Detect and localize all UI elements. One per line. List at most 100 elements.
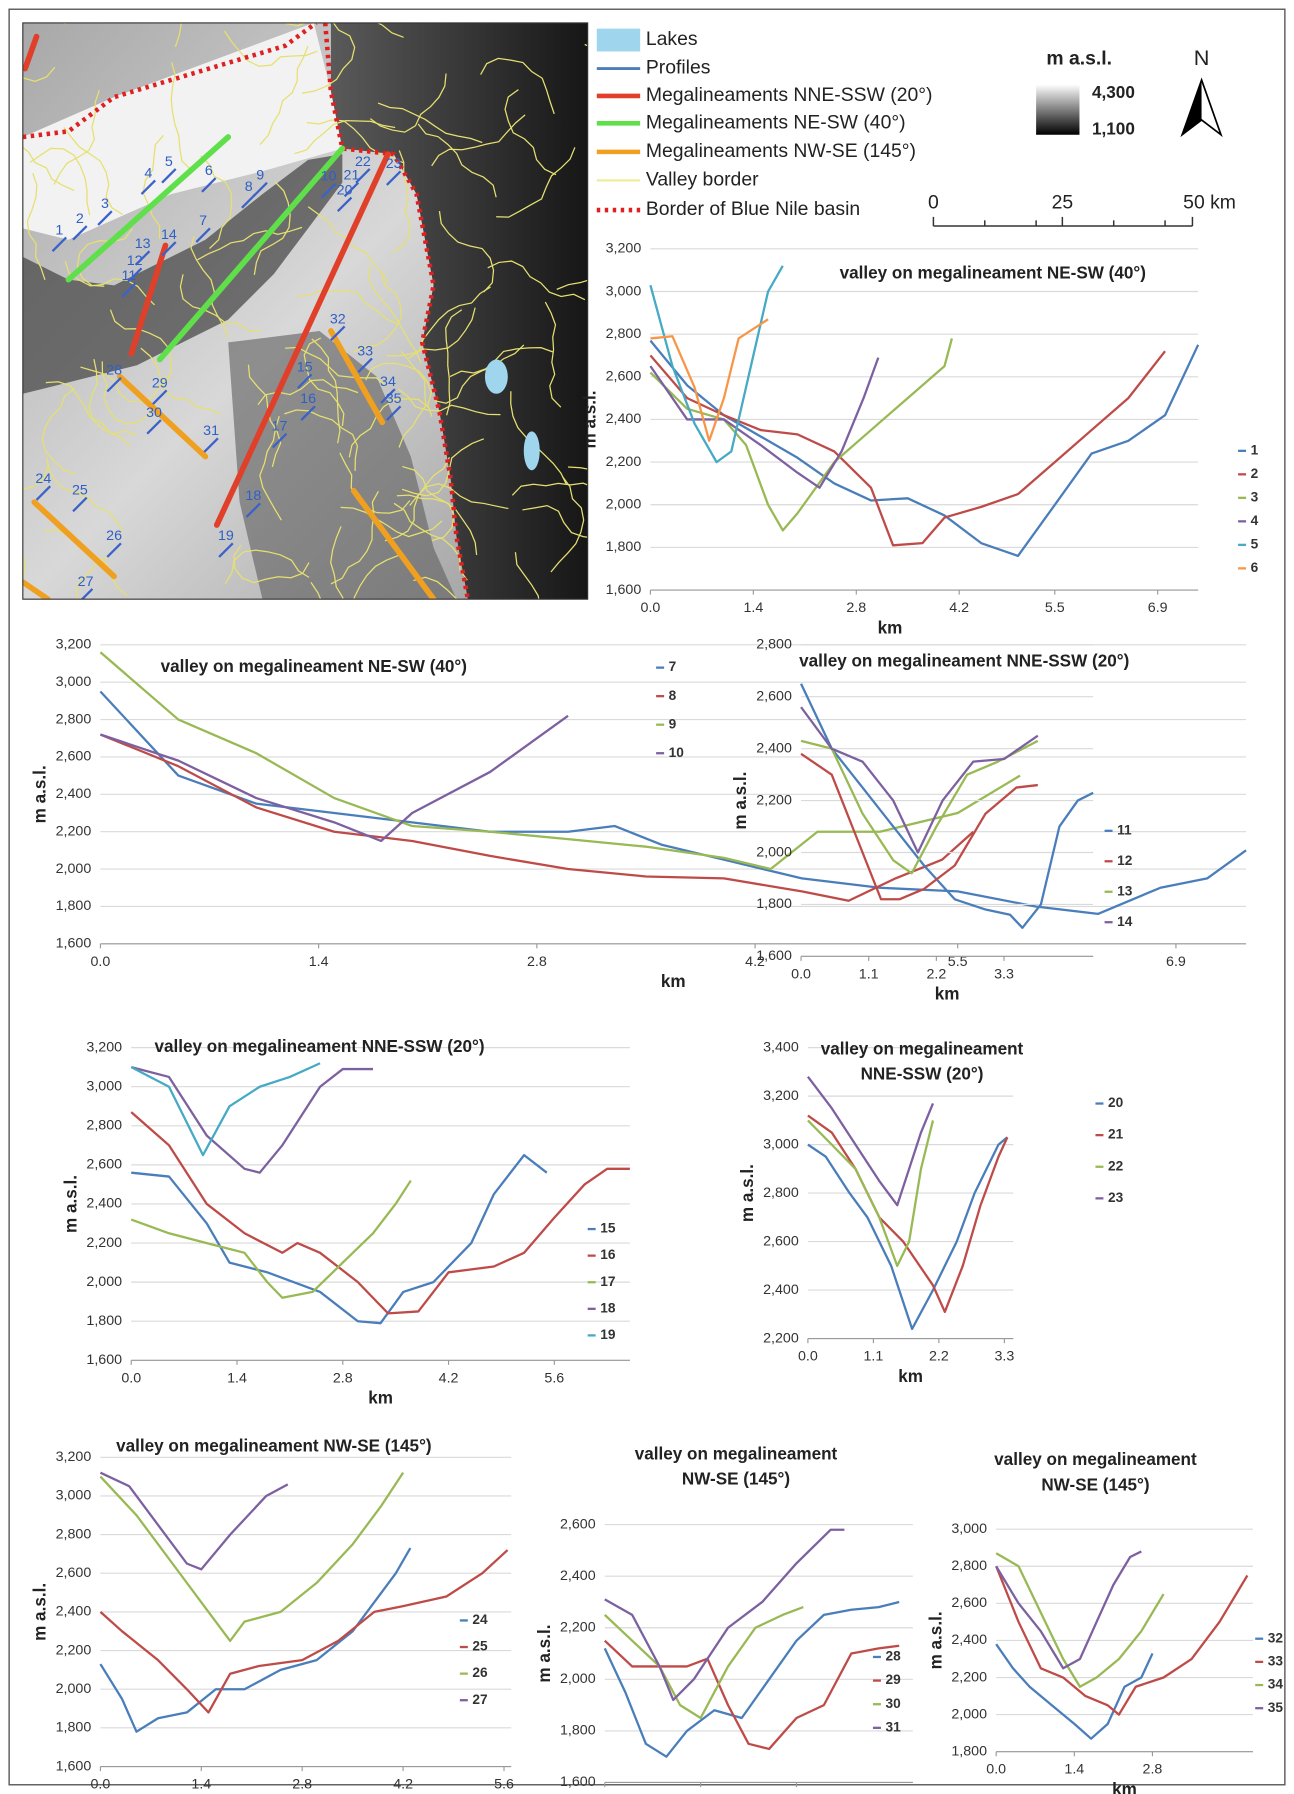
x-tick-label: 0.0 [986, 1762, 1006, 1778]
legend-label: 15 [600, 1221, 616, 1236]
series-line [996, 1553, 1163, 1687]
y-tick-label: 3,000 [951, 1521, 987, 1537]
valley-border [286, 0, 336, 26]
y-tick-label: 2,400 [756, 740, 792, 756]
y-tick-label: 3,200 [86, 1039, 122, 1055]
y-tick-label: 2,800 [763, 1185, 799, 1201]
legend-label: Profiles [646, 57, 711, 79]
x-axis-label: km [878, 618, 903, 637]
legend-label: 32 [1268, 1630, 1284, 1645]
legend-label: 7 [669, 659, 677, 674]
y-tick-label: 1,600 [756, 948, 792, 964]
y-tick-label: 3,200 [763, 1088, 799, 1104]
series-line [996, 1551, 1141, 1668]
profile-label: 19 [218, 528, 234, 544]
scale-label: 0 [928, 191, 939, 213]
legend-label: 24 [472, 1612, 488, 1627]
profile-label: 32 [330, 311, 346, 327]
x-tick-label: 0.0 [798, 1349, 818, 1365]
y-tick-label: 3,000 [56, 674, 92, 690]
series-line [100, 1473, 287, 1570]
legend-label: 11 [1117, 822, 1132, 837]
y-tick-label: 3,400 [763, 1039, 799, 1055]
elevation-min: 1,100 [1092, 120, 1135, 139]
legend-swatch [597, 29, 640, 52]
profile-label: 9 [256, 168, 264, 184]
x-tick-label: 0.0 [91, 1777, 111, 1793]
elevation-ramp [1036, 85, 1079, 135]
y-axis-label: m a.s.l. [926, 1611, 945, 1669]
y-tick-label: 2,000 [56, 1681, 92, 1697]
profile-label: 4 [144, 165, 152, 181]
legend-label: 17 [600, 1274, 616, 1289]
x-tick-label: 3.3 [994, 966, 1014, 982]
scale-label: 50 km [1183, 191, 1236, 213]
x-tick-label: 2.8 [527, 954, 547, 970]
y-tick-label: 2,800 [756, 637, 792, 653]
x-tick-label: 2.8 [333, 1370, 353, 1386]
x-tick-label: 0.0 [641, 600, 661, 616]
y-tick-label: 2,000 [756, 844, 792, 860]
y-tick-label: 2,000 [56, 861, 92, 877]
series-line [100, 1473, 403, 1641]
series-line [131, 1067, 373, 1173]
y-tick-label: 2,400 [56, 786, 92, 802]
y-tick-label: 2,600 [86, 1157, 122, 1173]
series-line [100, 1550, 507, 1712]
chart-title: valley on megalineament [635, 1445, 838, 1464]
x-tick-label: 1.1 [863, 1349, 883, 1365]
x-tick-label: 4.2 [393, 1777, 413, 1793]
x-tick-label: 1.4 [309, 954, 329, 970]
profile-label: 5 [165, 154, 173, 170]
series-line [131, 1112, 630, 1313]
scale-label: 25 [1052, 191, 1074, 213]
lake [524, 431, 540, 470]
profile-label: 30 [146, 405, 162, 421]
chart-title: NW-SE (145°) [1041, 1475, 1149, 1494]
y-tick-label: 2,200 [756, 792, 792, 808]
legend-label: 5 [1251, 536, 1259, 551]
legend-label: 1 [1251, 442, 1259, 457]
y-tick-label: 1,800 [86, 1313, 122, 1329]
x-tick-label: 5.5 [1045, 600, 1065, 616]
figure: 1234567891011121314151617181920212223242… [0, 0, 1294, 1794]
chart-title: valley on megalineament [821, 1039, 1024, 1058]
y-tick-label: 2,200 [763, 1330, 799, 1346]
legend-label: 6 [1251, 560, 1259, 575]
y-tick-label: 2,200 [56, 1642, 92, 1658]
y-tick-label: 2,200 [951, 1669, 987, 1685]
legend-label: 34 [1268, 1677, 1284, 1692]
profile-label: 28 [106, 363, 122, 379]
legend-label: 4 [1251, 513, 1259, 528]
y-tick-label: 1,600 [86, 1352, 122, 1368]
chart-title: valley on megalineament NW-SE (145°) [116, 1437, 432, 1456]
legend-label: 23 [1108, 1190, 1124, 1205]
series-line [650, 319, 768, 441]
legend-label: 29 [885, 1672, 901, 1687]
y-tick-label: 3,000 [763, 1136, 799, 1152]
chart-title: valley on megalineament NE-SW (40°) [161, 657, 467, 676]
map-legend: Lakes Profiles Megalineaments NNE-SSW (20°… [597, 28, 933, 220]
y-tick-label: 2,000 [560, 1671, 596, 1687]
legend-label: Lakes [646, 28, 698, 50]
legend-label: 10 [669, 745, 685, 760]
profile-label: 14 [161, 227, 177, 243]
x-tick-label: 1.1 [859, 966, 879, 982]
x-tick-label: 4.2 [949, 600, 969, 616]
x-tick-label: 4.2 [439, 1370, 459, 1386]
series-line [100, 716, 568, 841]
y-tick-label: 1,600 [56, 936, 92, 952]
profile-label: 7 [199, 213, 207, 229]
elevation-title: m a.s.l. [1046, 48, 1112, 70]
profile-label: 31 [203, 423, 219, 439]
legend-label: 20 [1108, 1095, 1124, 1110]
legend-label: Megalineaments NNE-SSW (20°) [646, 84, 933, 106]
x-tick-label: 2.8 [292, 1777, 312, 1793]
chart-title: valley on megalineament NNE-SSW (20°) [799, 651, 1129, 670]
profile-label: 8 [245, 179, 253, 195]
x-tick-label: 5.6 [544, 1370, 564, 1386]
x-tick-label: 0.0 [91, 954, 111, 970]
profile-label: 1 [55, 222, 63, 238]
legend-label: 30 [885, 1696, 901, 1711]
x-tick-label: 1.4 [743, 600, 763, 616]
